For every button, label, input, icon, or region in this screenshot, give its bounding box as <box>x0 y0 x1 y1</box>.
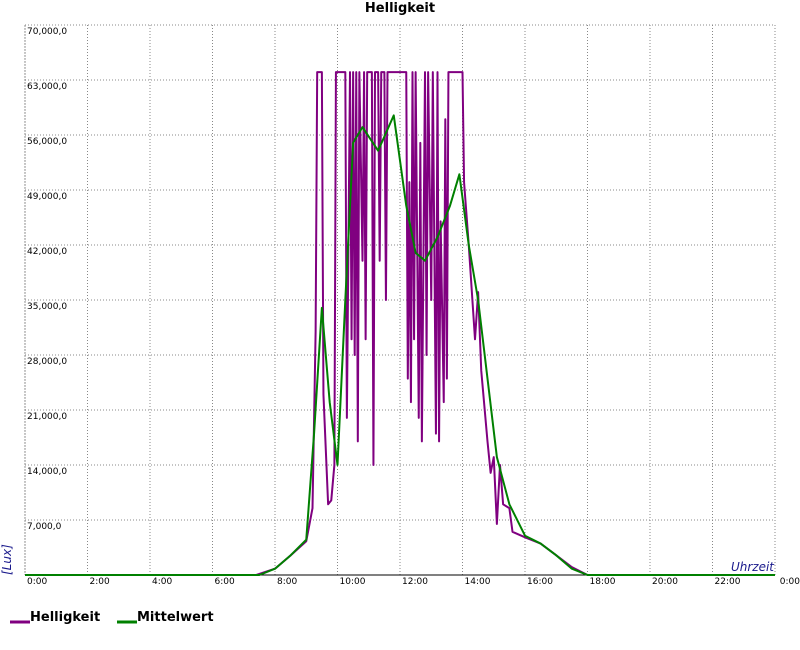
y-tick-label: 70,000,0 <box>27 27 67 37</box>
x-tick-label: 0:00 <box>27 577 47 587</box>
x-tick-label: 20:00 <box>652 577 678 587</box>
x-axis-label: Uhrzeit <box>731 560 775 574</box>
x-tick-label: 4:00 <box>152 577 172 587</box>
y-tick-label: 49,000,0 <box>27 192 67 202</box>
series-line <box>25 71 775 576</box>
x-tick-label: 10:00 <box>340 577 366 587</box>
series-line <box>25 114 775 576</box>
x-tick-label: 6:00 <box>215 577 235 587</box>
legend-label: Mittelwert <box>137 610 214 625</box>
y-tick-label: 56,000,0 <box>27 137 67 147</box>
x-tick-label: 14:00 <box>465 577 491 587</box>
y-tick-label: 28,000,0 <box>27 357 67 367</box>
x-tick-label: 2:00 <box>90 577 110 587</box>
x-tick-label: 12:00 <box>402 577 428 587</box>
x-tick-label: 8:00 <box>277 577 297 587</box>
y-tick-label: 63,000,0 <box>27 82 67 92</box>
chart-title: Helligkeit <box>365 1 435 16</box>
y-tick-label: 42,000,0 <box>27 247 67 257</box>
y-tick-label: 21,000,0 <box>27 412 67 422</box>
legend-label: Helligkeit <box>30 610 100 625</box>
x-tick-label: 22:00 <box>715 577 741 587</box>
x-tick-label: 16:00 <box>527 577 553 587</box>
y-tick-label: 35,000,0 <box>27 302 67 312</box>
x-tick-label: 18:00 <box>590 577 616 587</box>
y-axis-label: [Lux] <box>0 544 14 575</box>
x-tick-label: 0:00 <box>780 577 800 587</box>
y-tick-label: 14,000,0 <box>27 467 67 477</box>
y-tick-label: 7,000,0 <box>27 522 62 532</box>
